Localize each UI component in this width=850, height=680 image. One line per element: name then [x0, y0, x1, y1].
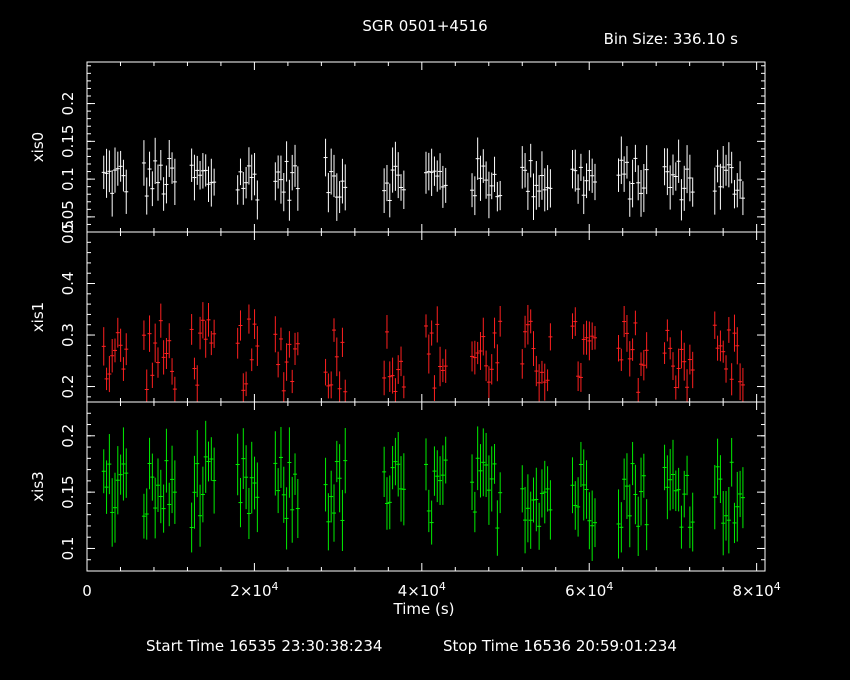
panel-frame-xis3 [86, 401, 766, 572]
panel-frame-xis0 [86, 61, 766, 233]
y-tick-label-xis3: 0.15 [59, 475, 77, 508]
x-tick-label: 4×104 [398, 580, 446, 600]
x-axis-label: Time (s) [393, 600, 455, 618]
y-tick-label-xis0: 0.1 [59, 167, 77, 191]
x-tick-label: 8×104 [733, 580, 781, 600]
y-axis-label-xis0: xis0 [29, 132, 47, 162]
y-tick-label-xis1: 0.3 [59, 323, 77, 347]
y-tick-label-xis3: 0.1 [59, 537, 77, 561]
start-time-label: Start Time 16535 23:30:38:234 [146, 637, 382, 655]
y-tick-label-xis0: 0.05 [59, 200, 77, 233]
panels-group: 0.05 0.1 0.15 0.2 xis0 0.2 0.3 0.4 0.5 xis1 0.1 0.1… [29, 61, 781, 600]
y-tick-label-xis1: 0.2 [59, 375, 77, 399]
chart-title: SGR 0501+4516 [362, 17, 487, 35]
bin-size-label: Bin Size: 336.10 s [604, 30, 739, 48]
y-tick-label-xis1: 0.4 [59, 272, 77, 296]
x-tick-label: 0 [82, 582, 92, 600]
y-axis-label-xis3: xis3 [29, 471, 47, 501]
y-tick-label-xis0: 0.15 [59, 125, 77, 158]
y-tick-label-xis0: 0.2 [59, 92, 77, 116]
x-tick-label: 2×104 [230, 580, 278, 600]
y-tick-label-xis1: 0.5 [59, 220, 77, 244]
x-tick-label: 6×104 [565, 580, 613, 600]
y-tick-label-xis3: 0.2 [59, 424, 77, 448]
y-axis-label-xis1: xis1 [29, 302, 47, 332]
stop-time-label: Stop Time 16536 20:59:01:234 [443, 637, 677, 655]
